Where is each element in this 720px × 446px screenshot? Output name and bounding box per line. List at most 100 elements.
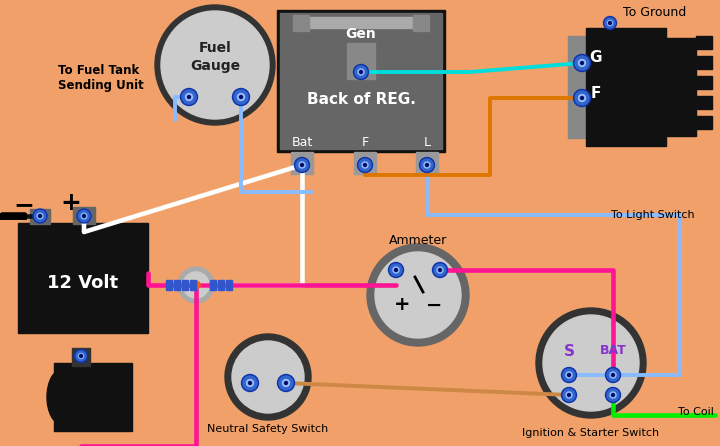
- Text: F: F: [591, 87, 601, 102]
- Circle shape: [161, 11, 269, 119]
- Circle shape: [238, 94, 245, 100]
- Circle shape: [359, 70, 362, 74]
- Circle shape: [359, 159, 371, 171]
- Circle shape: [610, 392, 616, 398]
- Circle shape: [155, 5, 275, 125]
- Text: F: F: [361, 136, 369, 149]
- Circle shape: [566, 372, 572, 378]
- Bar: [18, 223, 148, 333]
- Circle shape: [192, 281, 200, 289]
- Text: BAT: BAT: [600, 344, 626, 358]
- Circle shape: [358, 157, 372, 173]
- Bar: [210, 280, 216, 290]
- Bar: [226, 280, 232, 290]
- Circle shape: [240, 95, 243, 99]
- Circle shape: [420, 157, 434, 173]
- Bar: [586, 28, 666, 146]
- Bar: [347, 43, 375, 79]
- Circle shape: [434, 264, 446, 276]
- Circle shape: [437, 267, 443, 273]
- Circle shape: [299, 162, 305, 168]
- Circle shape: [233, 88, 250, 106]
- Circle shape: [37, 213, 42, 219]
- Circle shape: [562, 388, 577, 402]
- Text: To Fuel Tank
Sending Unit: To Fuel Tank Sending Unit: [58, 63, 144, 92]
- Text: +: +: [394, 296, 410, 314]
- Circle shape: [562, 368, 577, 383]
- Circle shape: [606, 388, 621, 402]
- Circle shape: [246, 380, 253, 387]
- Circle shape: [33, 209, 47, 223]
- Circle shape: [232, 341, 304, 413]
- Text: To Coil: To Coil: [678, 407, 714, 417]
- Circle shape: [389, 263, 403, 277]
- Circle shape: [567, 373, 570, 376]
- Circle shape: [243, 376, 257, 390]
- Circle shape: [393, 267, 399, 273]
- Circle shape: [178, 267, 214, 303]
- Circle shape: [606, 368, 621, 383]
- Circle shape: [181, 88, 197, 106]
- Bar: [568, 36, 586, 138]
- Text: Ammeter: Ammeter: [389, 234, 447, 247]
- Text: Back of REG.: Back of REG.: [307, 92, 415, 107]
- Circle shape: [187, 95, 191, 99]
- Circle shape: [367, 244, 469, 346]
- Text: 12 Volt: 12 Volt: [48, 274, 119, 292]
- Text: To Light Switch: To Light Switch: [611, 210, 695, 220]
- Circle shape: [282, 380, 289, 387]
- Text: G: G: [590, 50, 602, 66]
- Bar: [218, 280, 224, 290]
- Text: −: −: [13, 193, 34, 217]
- Bar: [277, 10, 445, 152]
- Text: L: L: [423, 136, 431, 149]
- Bar: [416, 152, 438, 174]
- Circle shape: [284, 381, 287, 384]
- Circle shape: [390, 264, 402, 276]
- Circle shape: [76, 351, 86, 361]
- Text: S: S: [564, 343, 575, 359]
- Circle shape: [603, 17, 616, 29]
- Circle shape: [578, 95, 585, 102]
- Bar: [174, 280, 180, 290]
- Circle shape: [611, 393, 614, 396]
- Bar: [354, 152, 376, 174]
- Text: Ignition & Starter Switch: Ignition & Starter Switch: [523, 428, 660, 438]
- Circle shape: [575, 91, 589, 105]
- Circle shape: [424, 162, 430, 168]
- Ellipse shape: [47, 369, 77, 425]
- Circle shape: [83, 215, 86, 218]
- Circle shape: [74, 350, 88, 363]
- Circle shape: [608, 21, 613, 25]
- Bar: [295, 17, 425, 28]
- Circle shape: [580, 62, 583, 65]
- Bar: [413, 15, 429, 31]
- Bar: [72, 348, 90, 366]
- Text: Bat: Bat: [292, 136, 312, 149]
- Circle shape: [426, 164, 428, 166]
- Bar: [696, 116, 712, 129]
- Bar: [182, 280, 188, 290]
- Text: To Ground: To Ground: [623, 7, 686, 20]
- Circle shape: [248, 381, 251, 384]
- Bar: [666, 38, 696, 136]
- Circle shape: [186, 94, 192, 100]
- Bar: [73, 207, 95, 224]
- Circle shape: [354, 65, 369, 79]
- Circle shape: [234, 90, 248, 104]
- Bar: [696, 96, 712, 109]
- Circle shape: [605, 18, 615, 28]
- Circle shape: [567, 393, 570, 396]
- Circle shape: [355, 66, 367, 78]
- Circle shape: [575, 56, 589, 70]
- Circle shape: [580, 96, 583, 99]
- Circle shape: [608, 21, 611, 25]
- Circle shape: [38, 215, 42, 218]
- Circle shape: [183, 272, 209, 298]
- Circle shape: [395, 268, 397, 272]
- Circle shape: [279, 376, 293, 390]
- Circle shape: [77, 209, 91, 223]
- Circle shape: [296, 159, 308, 171]
- Bar: [166, 280, 172, 290]
- Bar: [696, 76, 712, 89]
